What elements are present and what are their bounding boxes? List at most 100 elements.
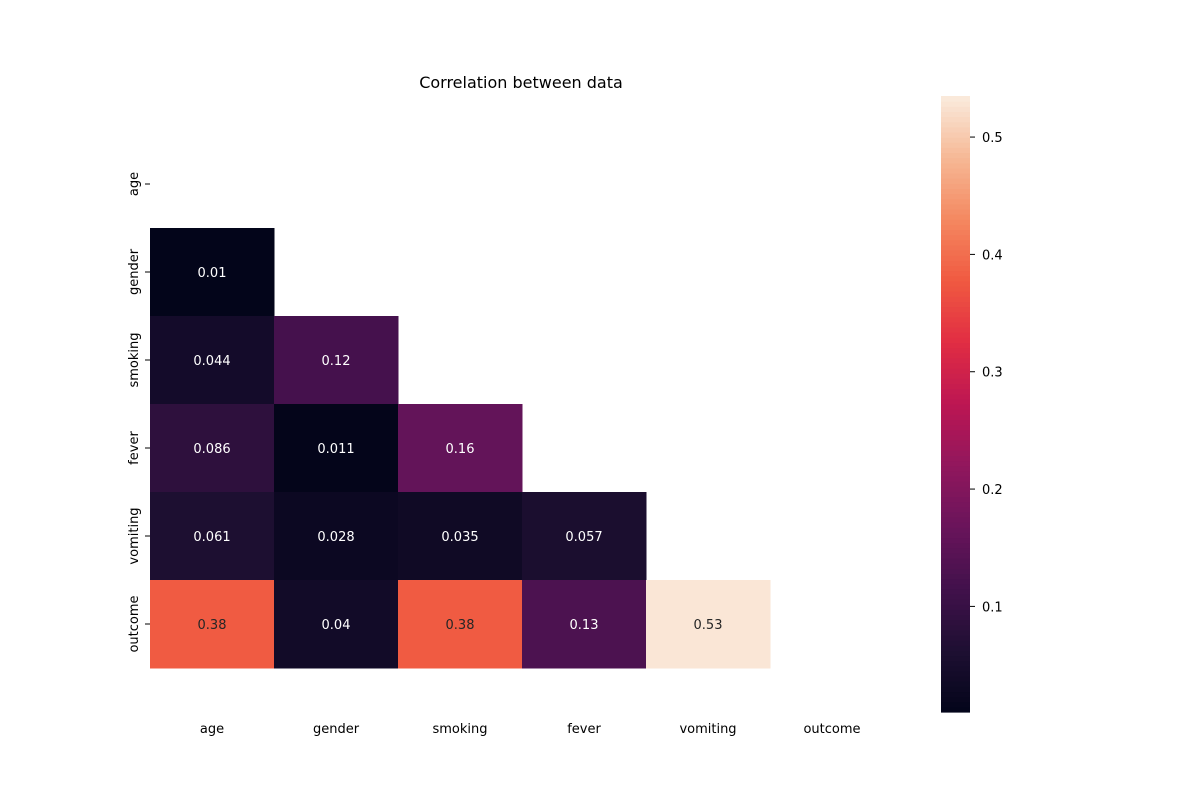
colorbar-segment (941, 578, 970, 585)
colorbar-tick-label: 0.2 (982, 483, 1003, 498)
colorbar-segment (941, 635, 970, 641)
x-tick-label-age: age (200, 722, 224, 737)
colorbar-segment (941, 234, 970, 241)
x-tick-label-outcome: outcome (803, 722, 860, 737)
y-tick-label-fever: fever (127, 431, 142, 465)
colorbar-segment (941, 547, 970, 554)
colorbar-segment (941, 583, 970, 590)
colorbar-segment (941, 357, 970, 364)
cell-label-fever-gender: 0.011 (317, 442, 354, 457)
colorbar-segment (941, 604, 970, 610)
colorbar-segment (941, 593, 970, 600)
colorbar-tick-label: 0.4 (982, 248, 1003, 263)
colorbar-segment (941, 265, 970, 272)
colorbar-segment (941, 362, 970, 369)
colorbar-segment (941, 398, 970, 405)
colorbar-segment (941, 167, 970, 174)
colorbar-segment (941, 701, 970, 708)
heatmap-cell-smoking-gender (274, 316, 399, 405)
colorbar-segment (941, 157, 970, 164)
heatmap-cell-fever-gender (274, 404, 399, 493)
colorbar-segment (941, 665, 970, 672)
colorbar-segment (941, 193, 970, 200)
colorbar-segment (941, 373, 970, 379)
colorbar-segment (941, 147, 970, 154)
heatmap-cell-vomiting-gender (274, 492, 399, 581)
cell-label-vomiting-fever: 0.057 (565, 530, 602, 545)
x-tick-label-gender: gender (313, 722, 360, 737)
colorbar-segment (941, 208, 970, 215)
colorbar-segment (941, 501, 970, 508)
heatmap-cell-fever-smoking (398, 404, 523, 493)
cell-label-outcome-age: 0.38 (198, 618, 227, 633)
cell-label-outcome-smoking: 0.38 (446, 618, 475, 633)
colorbar-segment (941, 327, 970, 333)
colorbar-segment (941, 131, 970, 138)
y-tick-label-vomiting: vomiting (127, 507, 142, 564)
colorbar-segment (941, 219, 970, 225)
heatmap-cell-vomiting-fever (522, 492, 647, 581)
colorbar-segment (941, 203, 970, 210)
colorbar-segment (941, 445, 970, 451)
colorbar-segment (941, 383, 970, 390)
colorbar-segment (941, 696, 970, 703)
colorbar-segment (941, 198, 970, 205)
colorbar-segment (941, 660, 970, 667)
colorbar-segment (941, 491, 970, 497)
colorbar-segment (941, 629, 970, 636)
colorbar-segment (941, 316, 970, 323)
colorbar-segment (941, 624, 970, 631)
colorbar-segment (941, 347, 970, 354)
colorbar-segment (941, 321, 970, 328)
colorbar-segment (941, 332, 970, 338)
colorbar: 0.1 0.2 0.3 0.4 0.5 (941, 96, 1003, 713)
colorbar-segment (941, 342, 970, 349)
x-tick-label-vomiting: vomiting (679, 722, 736, 737)
cell-label-fever-age: 0.086 (193, 442, 230, 457)
cell-label-vomiting-gender: 0.028 (317, 530, 354, 545)
colorbar-segment (941, 419, 970, 426)
colorbar-segment (941, 96, 970, 102)
colorbar-tick-label: 0.5 (982, 131, 1003, 146)
heatmap-cell-labels: 0.01 0.044 0.12 0.086 0.011 0.16 0.061 0.028 0.0… (193, 266, 722, 633)
colorbar-segment (941, 183, 970, 189)
colorbar-segment (941, 686, 970, 693)
colorbar-segment (941, 434, 970, 441)
cell-label-outcome-fever: 0.13 (570, 618, 599, 633)
cell-label-fever-smoking: 0.16 (446, 442, 475, 457)
colorbar-segment (941, 655, 970, 662)
heatmap-cell-vomiting-smoking (398, 492, 523, 581)
y-tick-label-gender: gender (127, 248, 142, 295)
cell-label-smoking-age: 0.044 (193, 354, 230, 369)
colorbar-segment (941, 558, 970, 564)
colorbar-segment (941, 542, 970, 549)
colorbar-segment (941, 573, 970, 580)
colorbar-segment (941, 368, 970, 374)
colorbar-segment (941, 337, 970, 343)
colorbar-segment (941, 301, 970, 308)
colorbar-segment (941, 537, 970, 544)
y-tick-label-outcome: outcome (127, 595, 142, 652)
colorbar-segment (941, 568, 970, 574)
colorbar-segment (941, 255, 970, 261)
colorbar-segment (941, 439, 970, 446)
heatmap-cells (150, 228, 771, 669)
colorbar-segment (941, 681, 970, 687)
x-tick-label-fever: fever (567, 722, 601, 737)
colorbar-segment (941, 121, 970, 128)
colorbar-segment (941, 188, 970, 195)
colorbar-segment (941, 388, 970, 395)
colorbar-segment (941, 496, 970, 503)
heatmap-cell-outcome-fever (522, 580, 647, 669)
colorbar-segment (941, 511, 970, 518)
colorbar-segment (941, 296, 970, 302)
colorbar-segment (941, 280, 970, 287)
heatmap-cell-fever-age (150, 404, 275, 493)
colorbar-segment (941, 506, 970, 513)
colorbar-segment (941, 414, 970, 420)
colorbar-segment (941, 270, 970, 277)
x-tick-label-smoking: smoking (432, 722, 487, 737)
colorbar-segment (941, 588, 970, 595)
y-tick-label-smoking: smoking (127, 332, 142, 387)
